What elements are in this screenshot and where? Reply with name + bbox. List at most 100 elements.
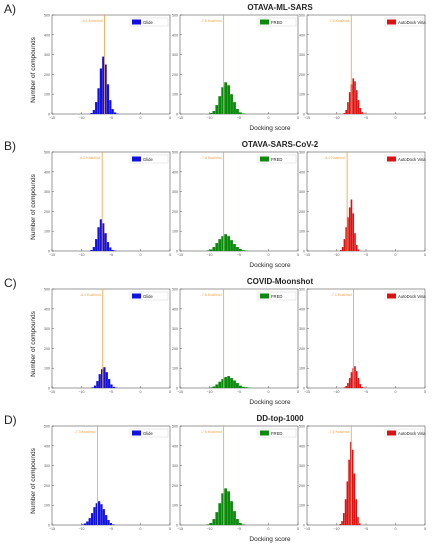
x-tick-label: −5 [237,390,241,394]
y-tick-label: 0 [48,113,50,117]
x-tick-label: 5 [169,390,171,394]
plot-frame [306,425,426,526]
y-tick-label: 400 [44,307,50,311]
histogram-bar [350,199,353,251]
histogram-bar [99,68,102,114]
y-tick-label: 500 [299,14,305,18]
histogram-bar [112,386,115,388]
y-tick-label: 300 [44,464,50,468]
legend-box [384,17,424,27]
histogram-bar [233,102,236,114]
y-tick-label: 100 [44,230,50,234]
histogram-glide: 0 100 200 300 400 500 −15 −10 −5 0 5 -6.5 Kcal/mol G… [44,151,171,258]
x-tick-label: −10 [78,116,84,120]
x-tick-label: 5 [297,116,299,120]
histogram-bar [354,366,356,388]
y-tick-label: 0 [303,524,305,528]
panel-title: DD-top-1000 [256,414,304,423]
x-tick-label: −5 [109,390,113,394]
histogram-bar [104,64,107,114]
y-tick-label: 200 [299,73,305,77]
y-tick-label: 0 [303,250,305,254]
plot-frame [179,151,299,252]
y-tick-label: 500 [44,425,50,429]
y-tick-label: 100 [299,504,305,508]
x-tick-label: −10 [333,116,339,120]
histogram-bar [209,113,213,114]
y-tick-label: 200 [172,347,178,351]
y-tick-label: 300 [299,190,305,194]
legend-label: Glide [143,294,153,299]
x-tick-label: −5 [109,116,113,120]
y-tick-label: 100 [44,504,50,508]
histogram-bar [105,372,108,388]
x-tick-label: −10 [206,527,212,531]
legend-swatch [260,293,269,299]
histogram-bar [102,56,105,114]
histogram-bar [90,250,93,251]
histogram-bar [224,377,228,388]
x-tick-label: −15 [177,116,183,120]
histogram-glide: 0 100 200 300 400 500 −15 −10 −5 0 5 -6.4 Kcal/mol G… [44,288,171,395]
histogram-bar [236,519,239,525]
legend-swatch [132,156,141,162]
histogram-bar [236,247,239,251]
x-tick-label: −5 [364,116,368,120]
y-tick-label: 0 [48,250,50,254]
x-tick-label: 0 [268,527,270,531]
histogram-bar [218,503,222,525]
histogram-bar [109,523,113,525]
plot-frame [179,288,299,389]
y-tick-label: 400 [172,307,178,311]
histogram-bar [221,236,225,251]
histogram-bar [227,85,230,114]
y-tick-label: 400 [172,170,178,174]
legend-box [129,17,169,27]
y-tick-label: 0 [176,250,178,254]
x-tick-label: 5 [169,253,171,257]
legend-label: AutoDock Vina [398,20,426,25]
y-tick-label: 400 [44,444,50,448]
legend-box [384,291,424,301]
x-axis-label: Docking score [249,262,291,269]
histogram-bar [221,379,225,388]
histogram-bar [221,87,225,114]
legend-box [384,154,424,164]
histogram-bar [95,503,98,525]
histogram-bar [346,481,349,525]
legend-box [257,17,297,27]
histogram-bar [230,378,233,388]
histogram-bar [206,524,210,525]
histogram-bar [355,371,358,388]
cutoff-label: -6.1 Kcal/mol [82,19,103,23]
histogram-bar [233,380,236,388]
x-tick-label: −5 [237,527,241,531]
y-tick-label: 200 [44,484,50,488]
histogram-bar [341,247,344,251]
histogram-bar [96,381,99,388]
histogram-bar [209,387,213,388]
histogram-bar [345,110,347,114]
x-tick-label: −10 [206,390,212,394]
y-tick-label: 300 [172,327,178,331]
y-tick-label: 100 [44,367,50,371]
x-tick-label: −10 [78,253,84,257]
x-tick-label: 0 [268,253,270,257]
y-tick-label: 500 [299,288,305,292]
x-tick-label: −5 [237,253,241,257]
y-tick-label: 200 [44,73,50,77]
y-tick-label: 0 [48,524,50,528]
legend-swatch [132,293,141,299]
plot-frame [51,151,171,252]
y-tick-label: 100 [172,367,178,371]
histogram-bar [90,113,93,114]
legend-label: FRED [271,20,282,25]
histogram-bar [104,233,107,251]
y-tick-label: 500 [44,14,50,18]
histogram-bar [340,250,342,251]
y-tick-label: 300 [299,327,305,331]
histogram-bar [347,102,349,114]
plot-frame [51,14,171,115]
